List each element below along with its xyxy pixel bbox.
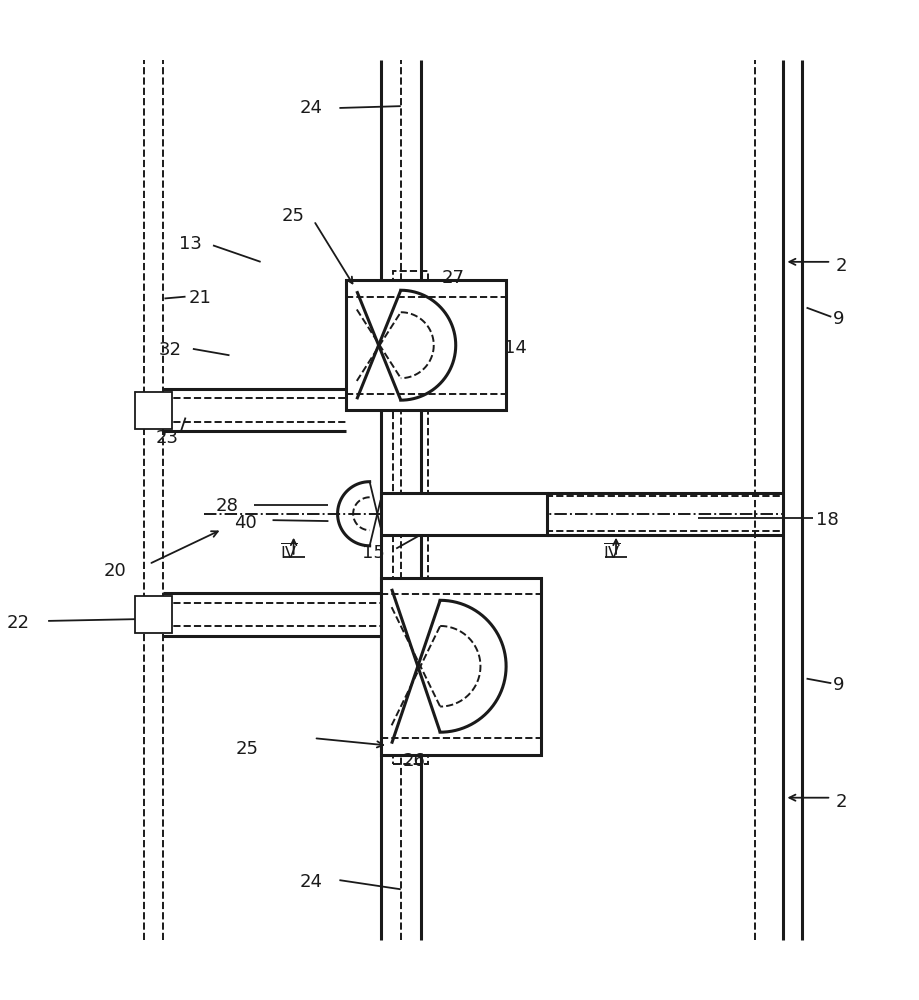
Text: 40: 40 (234, 514, 257, 532)
Text: 2: 2 (836, 257, 847, 275)
Text: 23: 23 (155, 429, 178, 447)
Text: 25: 25 (236, 740, 259, 758)
Text: 9: 9 (834, 310, 845, 328)
Text: 27: 27 (442, 269, 465, 287)
Bar (393, 535, 428, 764)
Text: $\overline{\rm IV}$: $\overline{\rm IV}$ (280, 544, 298, 564)
Text: 9: 9 (834, 676, 845, 694)
Text: 32: 32 (159, 341, 182, 359)
Text: 15: 15 (362, 544, 385, 562)
Text: 18: 18 (816, 511, 838, 529)
Bar (380, 493, 548, 535)
Bar (135, 392, 172, 429)
Bar (135, 596, 172, 633)
Text: 20: 20 (103, 562, 126, 580)
Text: 24: 24 (300, 99, 323, 117)
Text: 13: 13 (179, 235, 202, 253)
Text: 25: 25 (281, 207, 304, 225)
Text: 24: 24 (300, 873, 323, 891)
Text: $\overline{\rm IV}$: $\overline{\rm IV}$ (603, 544, 620, 564)
Text: 14: 14 (505, 339, 528, 357)
Text: 26: 26 (403, 752, 425, 770)
Text: 2: 2 (836, 793, 847, 811)
Text: 21: 21 (188, 289, 211, 307)
Text: 22: 22 (6, 614, 29, 632)
Bar (346, 280, 506, 410)
Bar (380, 578, 541, 755)
Text: 28: 28 (216, 497, 239, 515)
Bar (393, 271, 428, 493)
